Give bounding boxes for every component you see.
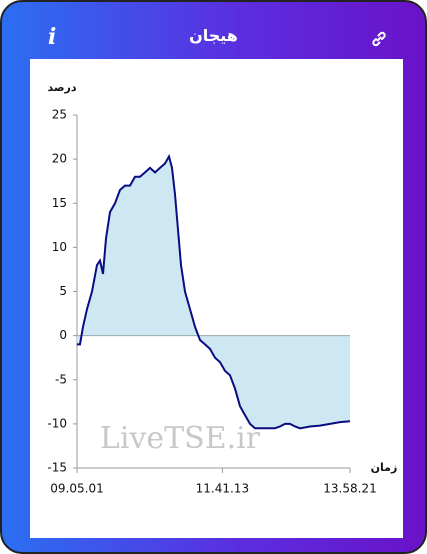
x-tick-label: 11.41.13 [196, 482, 249, 496]
card-title: هیجان [189, 26, 238, 45]
x-axis-label: زمان [371, 461, 398, 474]
watermark: LiveTSE.ir [100, 421, 261, 456]
line [77, 153, 351, 430]
y-tick-label: -15 [47, 461, 67, 475]
y-tick-label: 5 [59, 284, 67, 298]
x-tick-label: 09.05.01 [50, 482, 103, 496]
area [77, 156, 350, 429]
y-tick-label: 0 [59, 328, 67, 342]
x-tick-label: 13.58.21 [323, 482, 376, 496]
y-tick-label: 20 [52, 152, 67, 166]
y-tick-label: -10 [47, 416, 67, 430]
y-tick-label: 25 [52, 108, 67, 122]
y-tick-label: -5 [55, 372, 67, 386]
y-tick-label: 10 [52, 240, 67, 254]
info-button[interactable]: i [48, 24, 57, 50]
link-icon[interactable] [370, 30, 388, 48]
y-tick-label: 15 [52, 196, 67, 210]
y-axis-label: درصد [48, 81, 77, 94]
